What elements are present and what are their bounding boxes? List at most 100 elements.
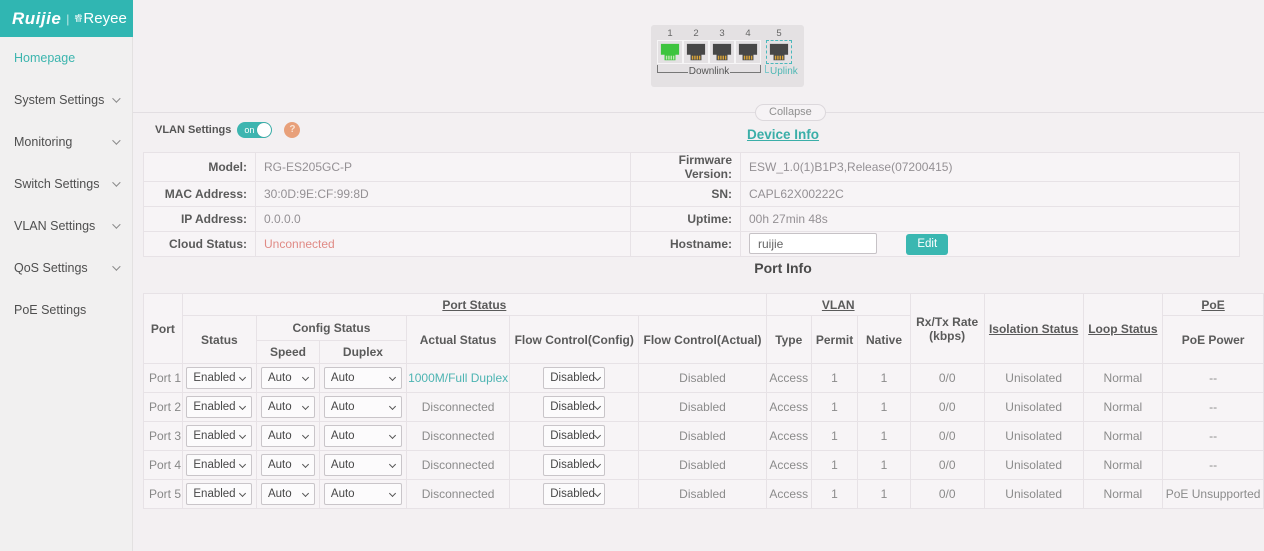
col-header-native: Native — [857, 315, 911, 364]
speed-select[interactable]: Auto — [260, 483, 315, 505]
flow-control-select[interactable]: Disabled — [543, 454, 606, 476]
vlan-type-cell: Access — [765, 421, 812, 451]
ip-label: IP Address: — [143, 206, 256, 232]
table-row: IP Address: 0.0.0.0 Uptime: 00h 27min 48… — [143, 206, 1240, 232]
speed-select[interactable]: Auto — [260, 425, 315, 447]
port-name-cell: Port 3 — [143, 421, 183, 451]
loop-cell: Normal — [1082, 392, 1164, 422]
hostname-input[interactable] — [749, 233, 877, 255]
actual-status-cell: Disconnected — [405, 450, 511, 480]
cloud-status-value: Unconnected — [255, 231, 631, 257]
duplex-select[interactable]: Auto — [323, 425, 402, 447]
port-icon-3[interactable] — [709, 40, 735, 64]
rate-cell: 0/0 — [909, 363, 985, 393]
flow-control-select[interactable]: Disabled — [543, 367, 606, 389]
port-row-3: Port 3 Enabled Auto Auto Disconnected Di… — [143, 421, 1264, 451]
col-header-actual-status: Actual Status — [405, 315, 511, 364]
flow-control-select[interactable]: Disabled — [543, 396, 606, 418]
port-icon-2[interactable] — [683, 40, 709, 64]
chevron-down-icon — [301, 431, 309, 439]
chevron-down-icon — [593, 431, 601, 439]
port-number-label: 1 — [667, 28, 673, 39]
sidebar-item-monitoring[interactable]: Monitoring — [0, 121, 132, 163]
col-header-rate: Rx/Tx Rate (kbps) — [909, 293, 985, 364]
status-select[interactable]: Enabled — [186, 483, 253, 505]
status-select[interactable]: Enabled — [186, 425, 253, 447]
chevron-down-icon — [301, 489, 309, 497]
model-value: RG-ES205GC-P — [255, 152, 631, 182]
speed-select[interactable]: Auto — [260, 367, 315, 389]
col-header-permit: Permit — [810, 315, 859, 364]
port-name-cell: Port 5 — [143, 479, 183, 509]
uplink-bracket: Uplink — [765, 65, 798, 78]
speed-select[interactable]: Auto — [260, 396, 315, 418]
port-icon-1[interactable] — [657, 40, 683, 64]
brand-logo: Ruijie | 睿 Reyee — [0, 0, 133, 37]
duplex-select[interactable]: Auto — [323, 483, 402, 505]
flow-control-select[interactable]: Disabled — [543, 483, 606, 505]
vlan-permit-cell: 1 — [810, 421, 859, 451]
loop-cell: Normal — [1082, 421, 1164, 451]
vlan-settings-toggle[interactable]: on — [237, 122, 273, 138]
cloud-status-label: Cloud Status: — [143, 231, 256, 257]
duplex-select[interactable]: Auto — [323, 454, 402, 476]
selected-value: Disabled — [550, 488, 595, 500]
poe-power-cell: -- — [1162, 421, 1264, 451]
collapse-button[interactable]: Collapse — [755, 104, 826, 121]
duplex-select[interactable]: Auto — [323, 367, 402, 389]
selected-value: Disabled — [550, 372, 595, 384]
actual-status-cell: 1000M/Full Duplex — [405, 363, 511, 393]
selected-value: Auto — [267, 430, 292, 442]
port-number-label: 2 — [693, 28, 699, 39]
sn-label: SN: — [630, 181, 741, 207]
flow-actual-cell: Disabled — [638, 450, 767, 480]
chevron-down-icon — [388, 489, 396, 497]
speed-select[interactable]: Auto — [260, 454, 315, 476]
sidebar-item-switch-settings[interactable]: Switch Settings — [0, 163, 132, 205]
sidebar-item-label: Monitoring — [14, 135, 73, 149]
status-select[interactable]: Enabled — [186, 367, 253, 389]
port-icon-4[interactable] — [735, 40, 761, 64]
sidebar-item-homepage[interactable]: Homepage — [0, 37, 132, 79]
chevron-down-icon — [112, 178, 121, 187]
vlan-group-link[interactable]: VLAN — [765, 293, 911, 316]
selected-value: Enabled — [193, 488, 236, 500]
toggle-knob — [257, 123, 272, 137]
vlan-permit-cell: 1 — [810, 363, 859, 393]
status-select[interactable]: Enabled — [186, 454, 253, 476]
uptime-label: Uptime: — [630, 206, 741, 232]
loop-status-link[interactable]: Loop Status — [1082, 293, 1164, 364]
col-header-duplex: Duplex — [318, 340, 407, 364]
vlan-permit-cell: 1 — [810, 479, 859, 509]
duplex-select[interactable]: Auto — [323, 396, 402, 418]
sidebar-nav: Homepage System Settings Monitoring Swit… — [0, 37, 133, 551]
device-info-link[interactable]: Device Info — [746, 127, 820, 142]
port-icon-5-uplink[interactable] — [766, 40, 792, 64]
flow-control-select[interactable]: Disabled — [543, 425, 606, 447]
vlan-native-cell: 1 — [857, 392, 911, 422]
status-select[interactable]: Enabled — [186, 396, 253, 418]
port-status-group-link[interactable]: Port Status — [181, 293, 767, 316]
sidebar-item-vlan-settings[interactable]: VLAN Settings — [0, 205, 132, 247]
sidebar-item-poe-settings[interactable]: PoE Settings — [0, 289, 132, 331]
sidebar-item-label: VLAN Settings — [14, 219, 96, 233]
firmware-value: ESW_1.0(1)B1P3,Release(07200415) — [740, 152, 1240, 182]
port-group-labels: Downlink Uplink — [657, 65, 798, 78]
selected-value: Auto — [267, 488, 292, 500]
port-icon-row — [657, 40, 798, 64]
isolation-status-link[interactable]: Isolation Status — [983, 293, 1084, 364]
edit-button[interactable]: Edit — [906, 233, 949, 255]
sidebar-item-qos-settings[interactable]: QoS Settings — [0, 247, 132, 289]
bracket-left — [657, 65, 688, 73]
poe-group-link[interactable]: PoE — [1162, 293, 1264, 316]
chevron-down-icon — [239, 489, 247, 497]
rate-header-line2: (kbps) — [929, 328, 966, 343]
help-icon[interactable]: ? — [284, 122, 301, 138]
logo-cjk-mark: 睿 — [74, 13, 83, 23]
chevron-down-icon — [301, 460, 309, 468]
rj45-port-icon — [712, 43, 732, 61]
chevron-down-icon — [388, 460, 396, 468]
isolation-cell: Unisolated — [983, 392, 1084, 422]
vlan-native-cell: 1 — [857, 363, 911, 393]
sidebar-item-system-settings[interactable]: System Settings — [0, 79, 132, 121]
